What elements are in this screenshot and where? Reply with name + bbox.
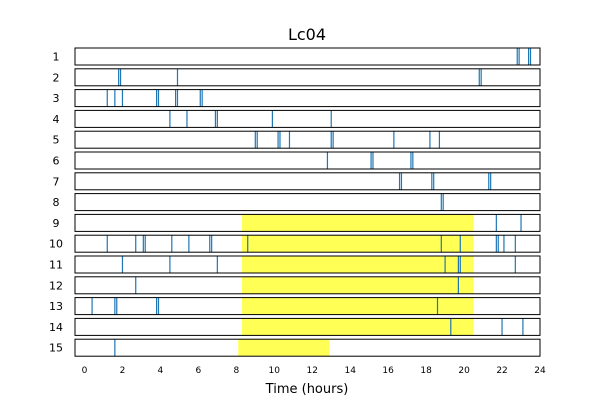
x-tick-label: 24 <box>534 366 546 376</box>
row-frame <box>74 255 541 274</box>
row-frame <box>74 213 541 232</box>
chart-title: Lc04 <box>288 25 326 44</box>
highlight-span <box>242 235 474 253</box>
row-panel: 10 <box>49 234 541 253</box>
row-label: 1 <box>53 51 60 64</box>
row-frame <box>74 297 541 316</box>
row-frame <box>74 151 541 170</box>
row-label: 14 <box>49 321 63 334</box>
highlight-span <box>242 297 474 315</box>
row-label: 5 <box>53 134 60 147</box>
highlight-span <box>242 214 474 232</box>
highlight-span <box>242 276 474 294</box>
row-panel: 4 <box>53 109 541 128</box>
row-frame <box>74 109 541 128</box>
x-tick-label: 14 <box>344 366 356 376</box>
row-panel: 13 <box>49 297 541 316</box>
row-panel: 9 <box>53 213 541 232</box>
row-frame <box>74 47 541 66</box>
row-frame <box>74 172 541 191</box>
x-tick-label: 12 <box>307 366 318 376</box>
x-tick-label: 22 <box>496 366 507 376</box>
x-tick-label: 4 <box>158 366 164 376</box>
row-label: 10 <box>49 238 63 251</box>
row-label: 2 <box>53 71 60 84</box>
row-frame <box>74 130 541 149</box>
highlight-span <box>242 318 474 336</box>
x-tick-label: 18 <box>420 366 432 376</box>
x-axis-ticks: 0 2 4 6 8 10 12 14 16 18 20 22 24 <box>82 366 546 376</box>
row-frame <box>74 89 541 108</box>
row-panel: 8 <box>53 193 541 212</box>
highlight-span <box>242 256 474 273</box>
row-label: 13 <box>49 300 63 313</box>
row-label: 3 <box>53 92 60 105</box>
row-panel: 2 <box>53 68 541 87</box>
x-tick-label: 0 <box>82 366 88 376</box>
x-tick-label: 10 <box>269 366 281 376</box>
row-label: 9 <box>53 217 60 230</box>
row-panel: 6 <box>53 151 541 170</box>
row-frame <box>74 338 541 357</box>
x-tick-label: 2 <box>120 366 126 376</box>
row-panel: 5 <box>53 130 541 149</box>
row-panel: 7 <box>53 172 541 191</box>
x-tick-label: 8 <box>233 366 239 376</box>
row-frame <box>74 193 541 212</box>
row-panel: 11 <box>49 255 541 274</box>
row-label: 7 <box>53 175 60 188</box>
x-tick-label: 20 <box>458 366 470 376</box>
row-label: 12 <box>49 279 63 292</box>
row-panel: 15 <box>49 338 541 357</box>
x-tick-label: 16 <box>382 366 394 376</box>
row-label: 6 <box>53 155 60 168</box>
row-label: 4 <box>53 113 60 126</box>
row-panel: 12 <box>49 276 541 295</box>
x-tick-label: 6 <box>196 366 202 376</box>
row-label: 11 <box>49 259 63 272</box>
row-label: 8 <box>53 196 60 209</box>
row-panel: 1 <box>53 47 541 66</box>
row-frame <box>74 68 541 87</box>
x-axis-label: Time (hours) <box>265 382 349 397</box>
highlight-span <box>238 339 330 357</box>
row-panel: 3 <box>53 89 541 108</box>
row-frame <box>74 276 541 295</box>
row-frame <box>74 317 541 336</box>
row-label: 15 <box>49 342 63 355</box>
row-panel: 14 <box>49 317 541 336</box>
row-frame <box>74 234 541 253</box>
